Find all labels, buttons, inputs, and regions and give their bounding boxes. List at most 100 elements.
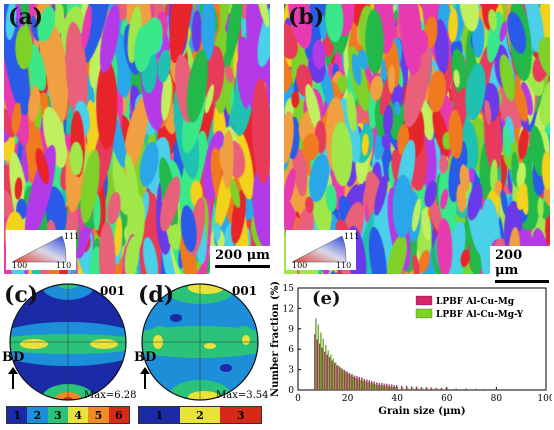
histogram-bar	[335, 363, 336, 390]
histogram-bar	[446, 388, 447, 390]
histogram-bar	[318, 325, 319, 390]
histogram-bar	[337, 366, 338, 390]
colorbar-level-6: 6	[109, 407, 129, 423]
histogram-bar	[354, 376, 355, 390]
bd-arrow-c-icon	[8, 367, 18, 389]
x-tick-label: 80	[491, 394, 503, 404]
histogram-bar	[334, 363, 335, 390]
histogram-bar	[344, 370, 345, 390]
scale-bar-a-label: 200 μm	[215, 248, 270, 263]
ipf-a-111: 111	[64, 232, 79, 241]
histogram-bar	[343, 370, 344, 390]
histogram-bar	[379, 383, 380, 390]
ipf-b-111: 111	[344, 232, 359, 241]
scale-bar-b-label: 200 μm	[495, 248, 522, 278]
histogram-bar	[369, 380, 370, 390]
histogram-bar	[366, 380, 367, 390]
histogram-bar	[389, 385, 390, 390]
x-tick-label: 40	[391, 394, 403, 404]
bd-c-text: BD	[2, 350, 24, 365]
histogram-bar	[360, 380, 361, 390]
histogram-bar	[411, 387, 412, 390]
y-axis-label: Number fraction (%)	[270, 281, 281, 397]
histogram-bar	[426, 387, 427, 390]
histogram-bar	[412, 388, 413, 390]
histogram-bar	[395, 387, 396, 390]
bd-arrow-d-icon	[140, 367, 150, 389]
histogram-bar	[323, 339, 324, 390]
histogram-bar	[346, 372, 347, 390]
histogram-bar	[422, 389, 423, 390]
histogram-bar	[401, 386, 402, 390]
histogram-bar	[314, 334, 315, 390]
histogram-bar	[391, 385, 392, 390]
histogram-bar	[431, 388, 432, 390]
histogram-bar	[417, 388, 418, 390]
ipf-b-110: 110	[336, 261, 351, 270]
histogram-bar	[374, 382, 375, 390]
histogram-bar	[436, 388, 437, 390]
histogram-bar	[495, 389, 496, 390]
histogram-bar	[416, 387, 417, 390]
histogram-bar	[437, 389, 438, 390]
panel-label-e: (e)	[312, 288, 341, 309]
histogram-bar	[485, 389, 486, 390]
histogram-bar	[407, 388, 408, 390]
histogram-bar	[392, 387, 393, 390]
histogram-bar	[327, 355, 328, 390]
histogram-bar	[339, 367, 340, 390]
histogram-bar	[349, 373, 350, 390]
histogram-bar	[322, 348, 323, 390]
histogram-bar	[342, 369, 343, 390]
histogram-bar	[427, 389, 428, 390]
legend-label: LPBF Al-Cu-Mg-Y	[436, 310, 524, 320]
histogram-bar	[467, 389, 468, 390]
scale-bar-a: 200 μm	[210, 246, 275, 274]
histogram-bar	[362, 381, 363, 390]
histogram-bar	[384, 384, 385, 390]
colorbar-level-3: 3	[48, 407, 68, 423]
y-tick-label: 6	[288, 345, 294, 355]
y-tick-label: 9	[288, 325, 294, 335]
histogram-bar	[377, 385, 378, 390]
legend-swatch	[416, 296, 432, 305]
histogram-bar	[386, 384, 387, 390]
y-tick-label: 3	[288, 366, 294, 376]
histogram-bar	[382, 386, 383, 390]
y-tick-label: 15	[283, 284, 295, 294]
colorbar-level-2: 2	[27, 407, 47, 423]
histogram-bar	[376, 383, 377, 390]
histogram-bar	[329, 357, 330, 390]
pole-figure-d-max: Max=3.54	[216, 390, 269, 401]
histogram-bar	[406, 386, 407, 390]
histogram-bar	[387, 387, 388, 390]
histogram-bar	[457, 389, 458, 390]
histogram-bar	[375, 385, 376, 390]
ipf-triangle-b: 100 110 111	[286, 230, 356, 270]
histogram-bar	[385, 386, 386, 390]
histogram-bar	[317, 340, 318, 390]
histogram-bar	[358, 379, 359, 390]
panel-label-a: (a)	[8, 4, 43, 30]
colorbar-level-3: 3	[220, 407, 261, 423]
ipf-a-110: 110	[56, 261, 71, 270]
scale-bar-a-line	[215, 265, 270, 268]
histogram-bar	[351, 374, 352, 390]
legend-swatch	[416, 309, 432, 318]
histogram-bar	[432, 389, 433, 390]
bd-label-c: BD	[2, 350, 24, 365]
histogram-bar	[396, 385, 397, 390]
histogram-bar	[348, 374, 349, 390]
histogram-bar	[350, 376, 351, 390]
histogram-bar	[442, 389, 443, 390]
pole-figure-c-title: 001	[100, 284, 125, 298]
x-tick-label: 100	[537, 394, 552, 404]
histogram-bar	[315, 319, 316, 390]
histogram-bar	[325, 345, 326, 390]
bd-d-text: BD	[134, 350, 156, 365]
histogram-bar	[356, 376, 357, 390]
histogram-bar	[332, 361, 333, 390]
